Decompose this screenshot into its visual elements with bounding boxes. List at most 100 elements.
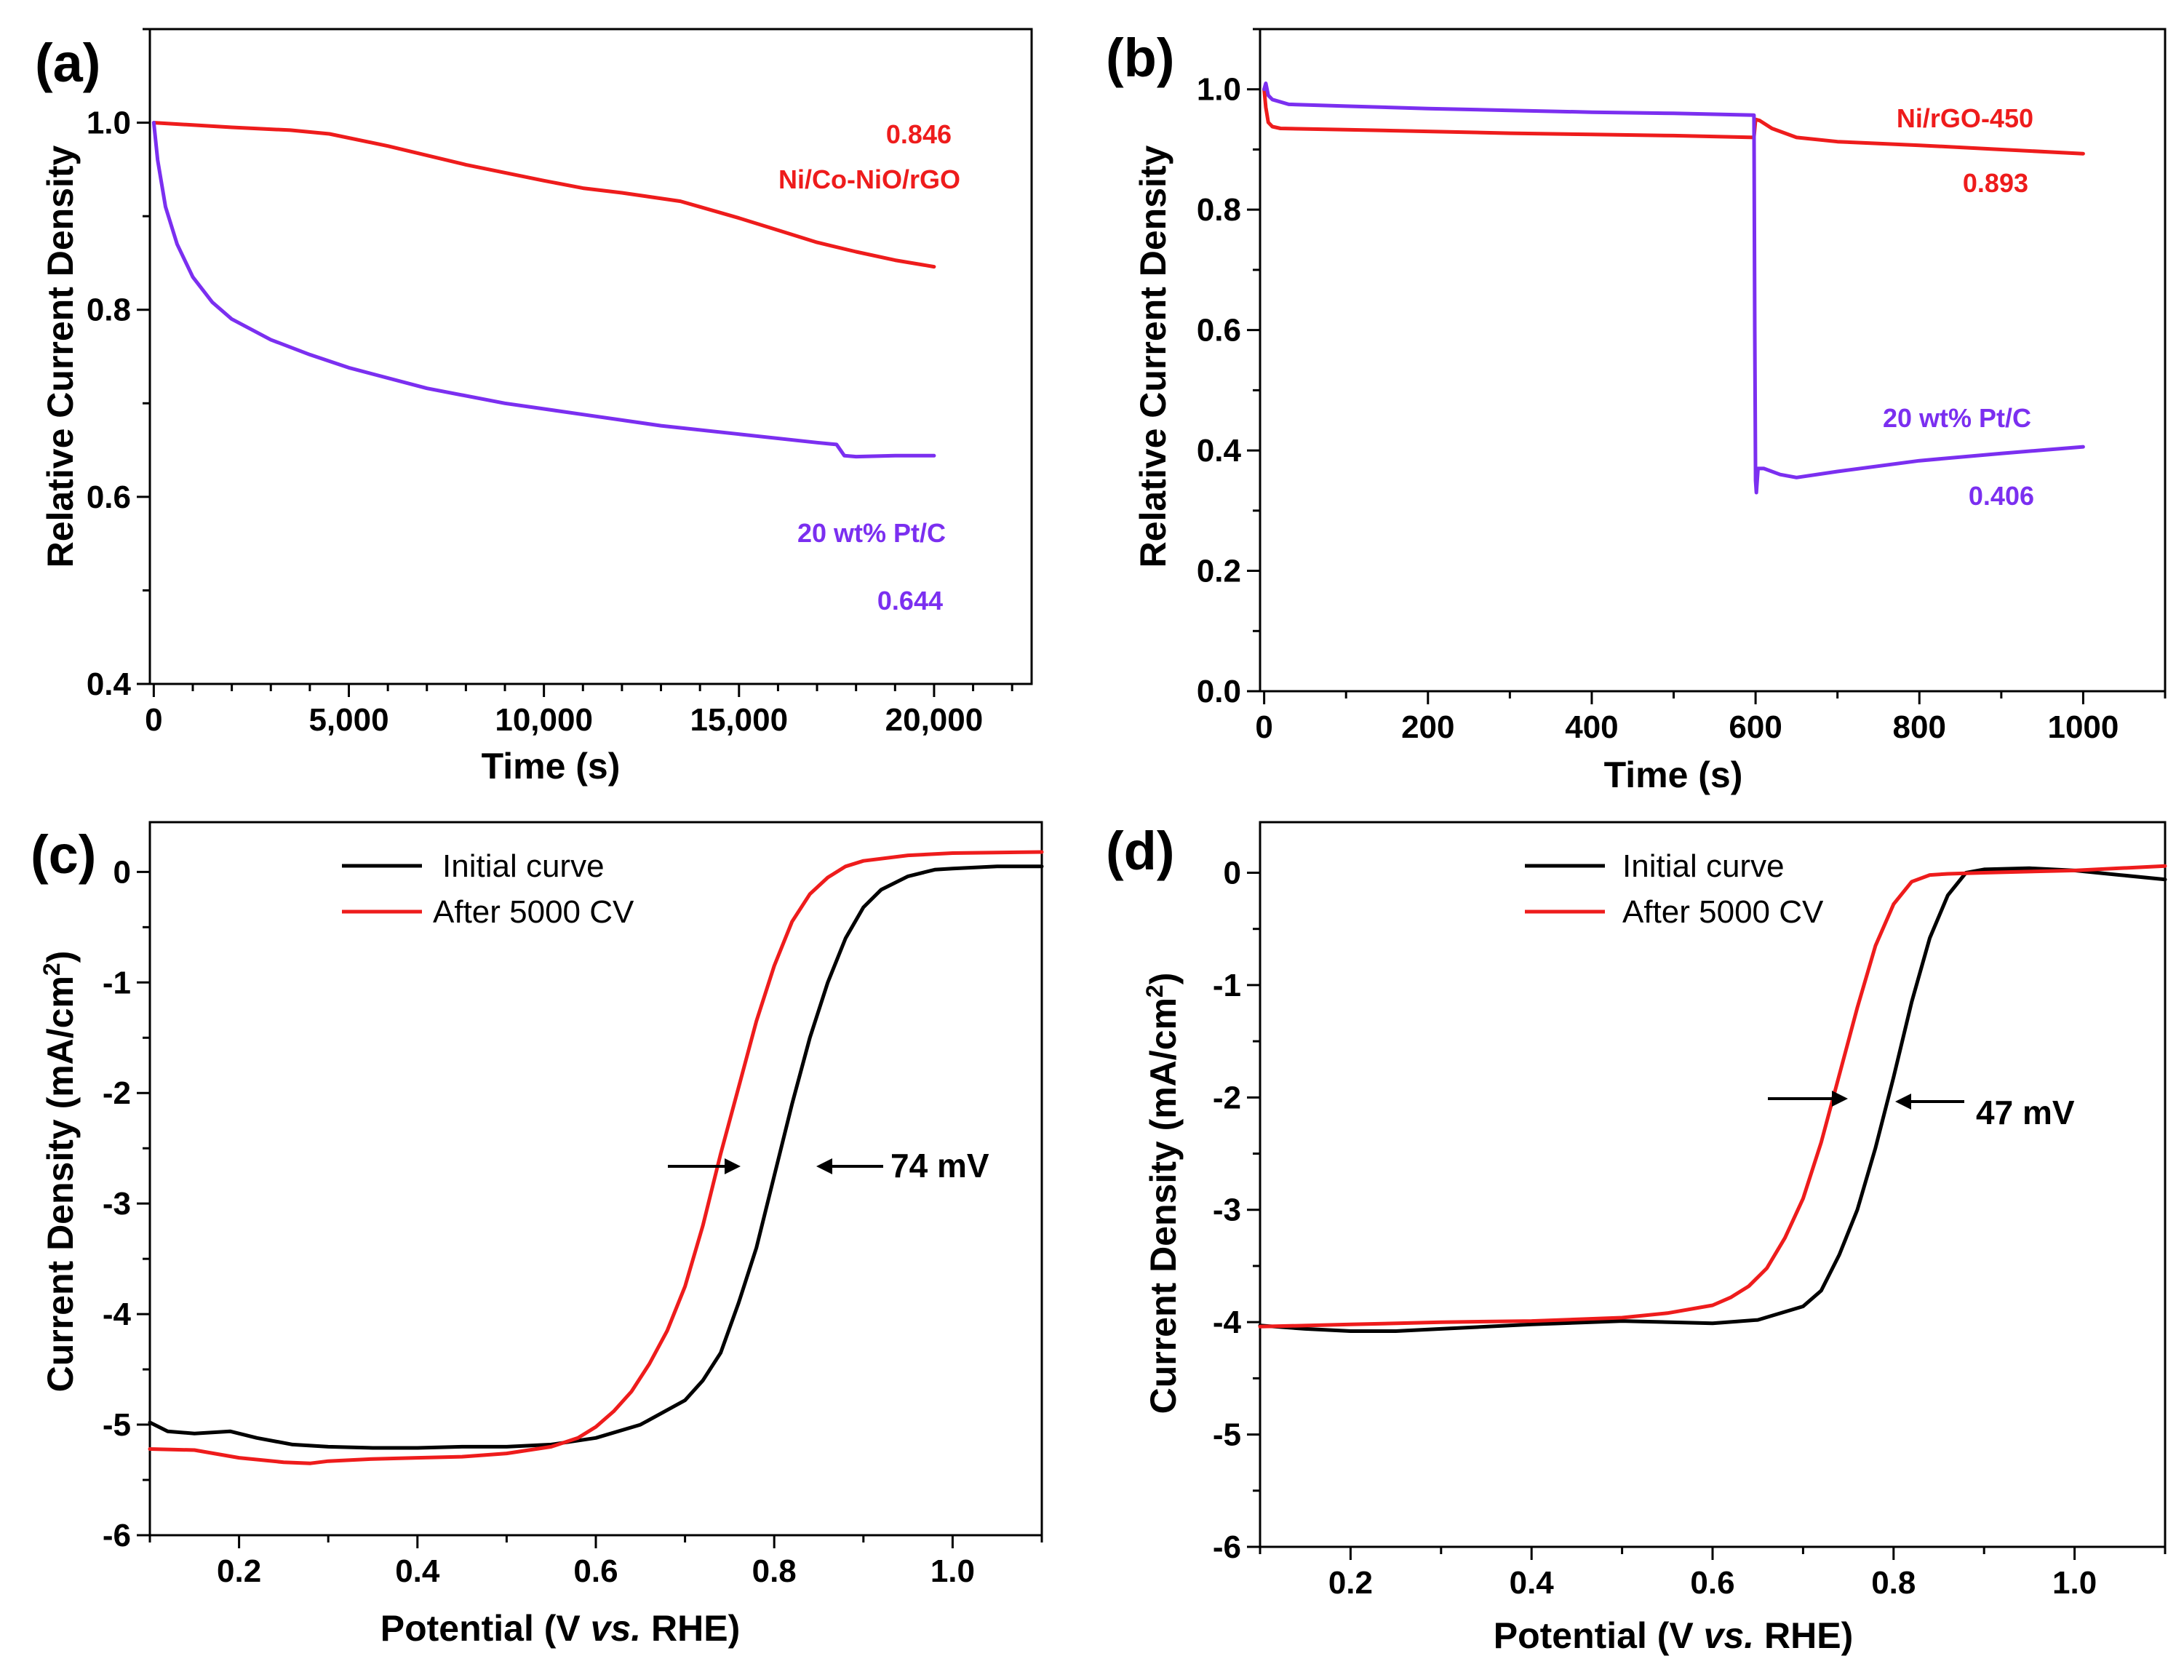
panel-d-label: (d) [1106, 821, 1175, 881]
panel-c-y-tick-label: 0 [113, 854, 131, 890]
panel-c-x-tick-label: 0.4 [395, 1553, 440, 1589]
panel-c-series [148, 850, 1044, 1465]
panel-c-left-arrowhead [725, 1158, 741, 1174]
panel-b: (b) 0 200 400 600 800 10000.00.20.40.60.81.0 … [1106, 28, 2167, 795]
panel-d-legend: Initial curve After 5000 CV [1525, 848, 1824, 930]
panel-b-red-end-value: 0.893 [1963, 168, 2028, 198]
panel-d-shift-label: 47 mV [1976, 1094, 2075, 1131]
panel-c-x-tick-label: 0.8 [752, 1553, 797, 1589]
panel-d-left-arrowhead [1832, 1091, 1848, 1107]
panel-a-y-tick-label: 0.6 [87, 479, 131, 515]
panel-d-shift-arrows: 47 mV [1768, 1091, 2075, 1131]
panel-d-y-tick-label: 0 [1224, 855, 1241, 891]
panel-d-legend-after-label: After 5000 CV [1622, 894, 1824, 930]
panel-c-x-axis-title: Potential (V vs. RHE) [380, 1608, 741, 1649]
panel-d-x-tick-label: 0.8 [1871, 1565, 1916, 1601]
panel-a-x-tick-label: 5,000 [308, 702, 388, 738]
panel-a-x-tick-label: 0 [145, 702, 162, 738]
panel-d-x-tick-label: 1.0 [2052, 1565, 2097, 1601]
panel-b-y-tick-label: 1.0 [1197, 72, 1241, 108]
panel-c-label: (c) [31, 824, 96, 885]
panel-d-y-tick-label: -2 [1213, 1080, 1241, 1115]
panel-b-y-axis-title: Relative Current Density [1133, 145, 1173, 568]
panel-a-y-axis-title: Relative Current Density [40, 145, 81, 568]
panel-a-y-tick-label: 0.4 [87, 666, 132, 702]
panel-d-x-tick-label: 0.2 [1328, 1565, 1373, 1601]
panel-d-legend-initial-label: Initial curve [1622, 848, 1785, 884]
panel-b-purple-series-label: 20 wt% Pt/C [1883, 403, 2031, 433]
panel-b-series-20-wt-pt-c [1262, 81, 2085, 495]
panel-d-plot-frame [1259, 821, 2167, 1548]
panel-c-right-arrowhead [816, 1158, 832, 1174]
panel-d-series [1258, 864, 2167, 1333]
panel-a-series-ni-co-nio-rgo [151, 121, 936, 269]
panel-d-y-tick-label: -3 [1213, 1193, 1241, 1228]
panel-b-x-tick-label: 1000 [2047, 709, 2119, 745]
panel-d-y-tick-label: -6 [1213, 1529, 1241, 1565]
panel-d: (d) 0.2 0.4 0.6 0.8 1.0 -6 -5 -4 -3 -2 -1 0 Initial… [1106, 821, 2167, 1656]
panel-d-y-tick-label: -1 [1213, 968, 1241, 1003]
panel-c-x-tick-label: 0.6 [573, 1553, 618, 1589]
panel-b-x-axis-title: Time (s) [1604, 755, 1743, 795]
panel-a-red-series-label: Ni/Co-NiO/rGO [778, 164, 960, 194]
panel-b-x-tick-label: 400 [1565, 709, 1618, 745]
panel-c-x-tick-label: 0.2 [217, 1553, 261, 1589]
panel-a-purple-end-value: 0.644 [877, 586, 943, 616]
panel-b-y-tick-label: 0.2 [1197, 554, 1241, 589]
panel-c-legend-initial-label: Initial curve [442, 848, 605, 884]
panel-b-ticks: 0 200 400 600 800 1000 0.0 0.2 0.4 0.6 0.8 1.0 [1197, 28, 2167, 745]
panel-a-x-tick-label: 10,000 [495, 702, 593, 738]
panel-a-ticks: 0 5,000 10,000 15,000 20,000 0.4 0.6 0.8 1.0 [87, 28, 1013, 738]
panel-c-y-tick-label: -2 [103, 1075, 131, 1111]
panel-a-series-20-wt-pt-c [151, 121, 936, 459]
panel-c-legend-after-label: After 5000 CV [433, 894, 634, 930]
panel-b-y-tick-label: 0.0 [1197, 674, 1241, 709]
panel-a-red-end-value: 0.846 [886, 119, 952, 149]
panel-b-x-tick-label: 800 [1893, 709, 1946, 745]
panel-b-x-tick-label: 200 [1401, 709, 1454, 745]
panel-d-ticks: 0.2 0.4 0.6 0.8 1.0 -6 -5 -4 -3 -2 -1 0 [1213, 855, 2167, 1601]
panel-a: (a) 0 5,000 10,000 15,000 20,000 0.4 0.6 0.8 1.0… [35, 28, 1033, 787]
panel-b-x-tick-label: 600 [1729, 709, 1782, 745]
panel-d-right-arrowhead [1895, 1094, 1911, 1110]
panel-b-series-ni-rgo-450 [1262, 87, 2085, 156]
panel-c-series-after-5000-cv [148, 850, 1044, 1465]
panel-d-y-axis-title: Current Density (mA/cm2) [1141, 973, 1184, 1414]
panel-c: (c) 0.2 0.4 0.6 0.8 1.0 -6 -5 -4 -3 -2 -1 0 Initial… [31, 821, 1044, 1649]
panel-b-plot-frame [1259, 28, 2167, 693]
panel-a-plot-frame [148, 28, 1033, 685]
panel-a-y-tick-label: 1.0 [87, 106, 131, 141]
panel-a-label: (a) [35, 33, 100, 93]
panel-d-x-tick-label: 0.4 [1510, 1565, 1555, 1601]
panel-c-shift-arrows: 74 mV [668, 1147, 989, 1185]
panel-d-x-axis-title: Potential (V vs. RHE) [1494, 1615, 1854, 1656]
panel-c-y-tick-label: -6 [103, 1518, 131, 1553]
panel-c-shift-label: 74 mV [890, 1147, 989, 1185]
panel-a-x-tick-label: 20,000 [885, 702, 984, 738]
panel-d-series-initial-curve [1258, 866, 2167, 1333]
panel-d-y-tick-label: -4 [1213, 1305, 1242, 1340]
panel-c-y-tick-label: -3 [103, 1186, 131, 1222]
panel-c-series-initial-curve [148, 864, 1044, 1450]
panel-b-x-tick-label: 0 [1255, 709, 1272, 745]
panel-c-y-tick-label: -5 [103, 1407, 131, 1443]
panel-c-legend: Initial curve After 5000 CV [342, 848, 634, 930]
panel-b-purple-end-value: 0.406 [1969, 481, 2034, 511]
panel-c-y-tick-label: -4 [103, 1297, 132, 1332]
panel-a-x-axis-title: Time (s) [482, 746, 621, 787]
panel-c-x-tick-label: 1.0 [930, 1553, 975, 1589]
panel-b-y-tick-label: 0.4 [1197, 433, 1242, 469]
panel-b-label: (b) [1106, 28, 1175, 88]
panel-a-y-tick-label: 0.8 [87, 292, 131, 328]
panel-d-y-tick-label: -5 [1213, 1417, 1241, 1453]
panel-a-x-tick-label: 15,000 [690, 702, 788, 738]
panel-c-y-axis-title: Current Density (mA/cm2) [39, 951, 81, 1393]
panel-b-series [1262, 81, 2085, 495]
panel-b-red-series-label: Ni/rGO-450 [1897, 103, 2033, 133]
panel-c-y-tick-label: -1 [103, 965, 131, 1000]
panel-d-series-after-5000-cv [1258, 864, 2167, 1329]
panel-a-purple-series-label: 20 wt% Pt/C [797, 518, 946, 548]
panel-b-y-tick-label: 0.8 [1197, 192, 1241, 228]
panel-a-series [151, 121, 936, 459]
